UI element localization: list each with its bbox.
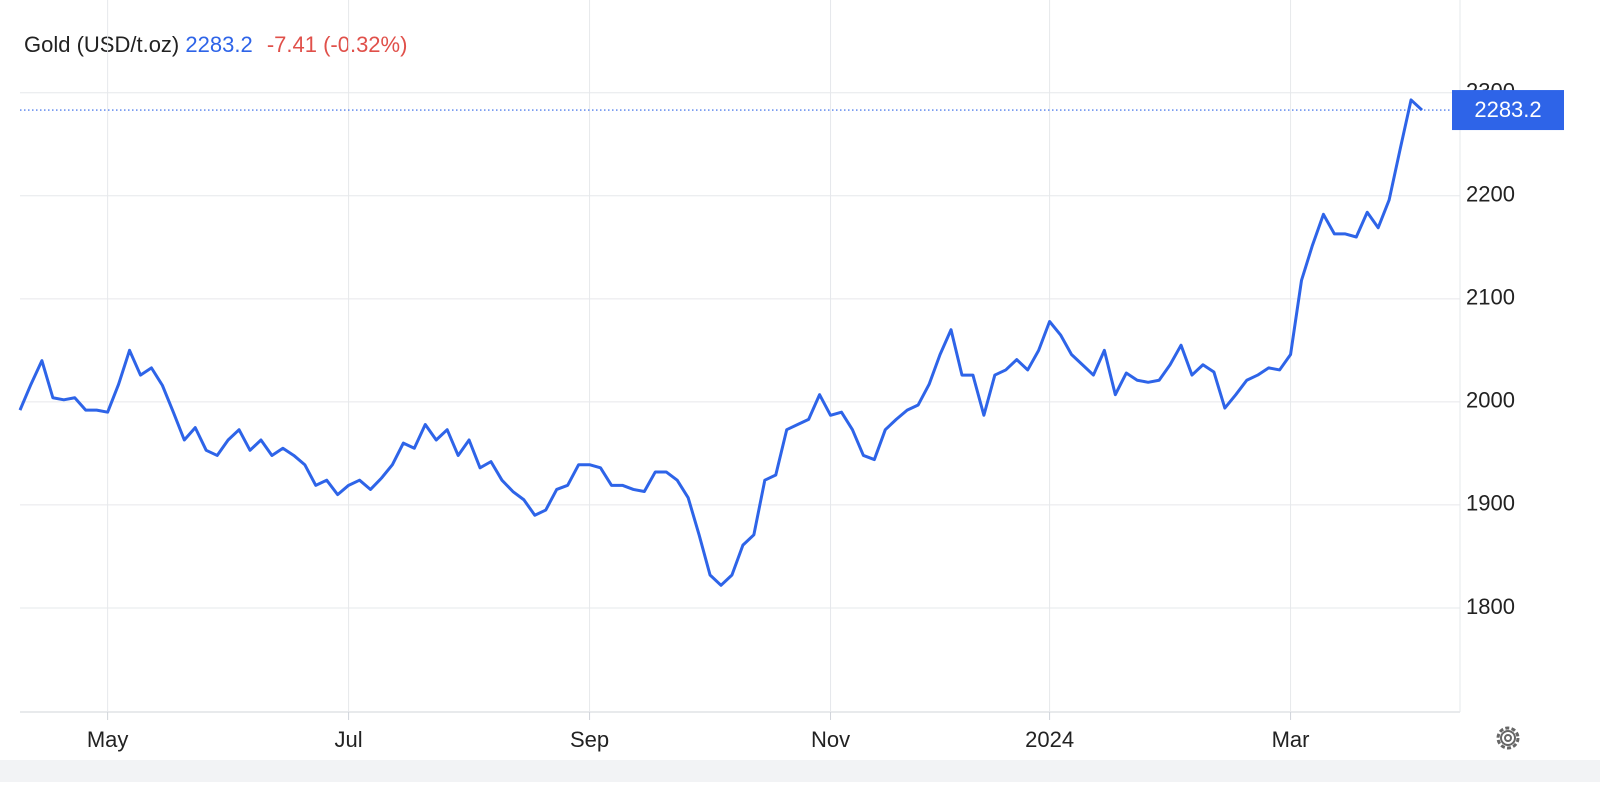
price-tag-label: 2283.2 [1474, 97, 1541, 122]
chart-title: Gold (USD/t.oz) [24, 32, 179, 57]
price-line [18, 98, 1424, 587]
settings-icon[interactable] [1496, 726, 1520, 750]
price-tag [1452, 90, 1564, 131]
header: Gold (USD/t.oz) 2283.2 -7.41 (-0.32%) [24, 32, 407, 57]
x-tick-label: Nov [811, 727, 850, 752]
gear-ring [1500, 730, 1516, 746]
x-tick-label: May [87, 727, 129, 752]
price-change: -7.41 (-0.32%) [267, 32, 408, 57]
y-tick-label: 1800 [1466, 594, 1515, 619]
y-tick-label: 2200 [1466, 182, 1515, 207]
x-tick-label: Jul [335, 727, 363, 752]
x-tick-label: Sep [570, 727, 609, 752]
gear-teeth [1496, 726, 1520, 750]
footer-band [0, 760, 1600, 782]
gear-hub [1504, 734, 1512, 742]
y-tick-label: 2000 [1466, 388, 1515, 413]
y-tick-label: 1900 [1466, 491, 1515, 516]
y-tick-label: 2100 [1466, 285, 1515, 310]
x-tick-label: 2024 [1025, 727, 1074, 752]
x-tick-label: Mar [1272, 727, 1310, 752]
last-price: 2283.2 [185, 32, 252, 57]
